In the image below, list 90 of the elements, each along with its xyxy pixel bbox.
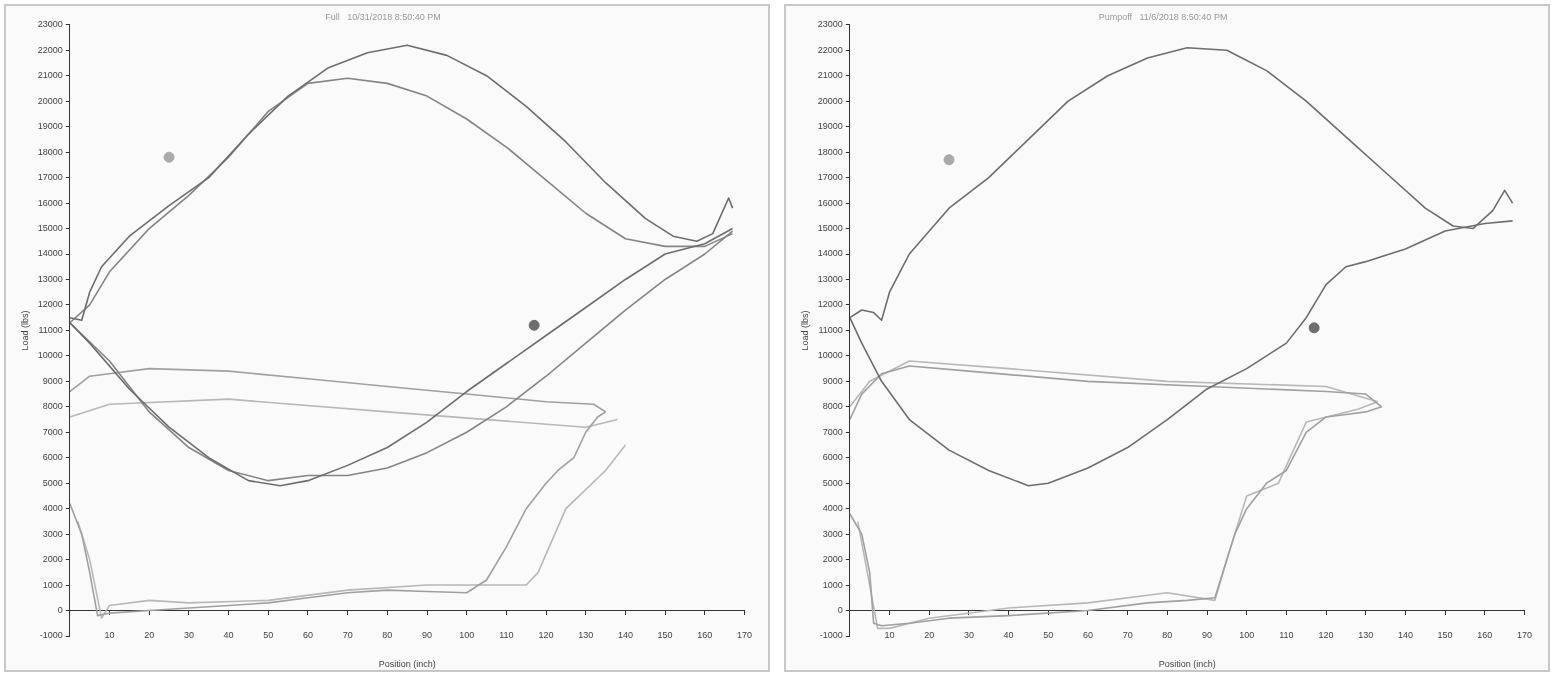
x-tick-label: 30 [963,630,974,641]
x-tick-label: 40 [1003,630,1014,641]
y-tick-label: 17000 [37,172,63,183]
x-tick-label: 160 [1477,630,1493,641]
y-tick-label: 9000 [822,375,843,386]
x-tick-label: 100 [459,630,475,641]
y-tick-label: 0 [837,605,843,616]
y-tick-label: 21000 [37,70,63,81]
chart-title: Full 10/31/2018 8:50:40 PM [325,11,441,22]
y-tick-label: 13000 [817,273,843,284]
x-tick-label: 170 [1516,630,1533,641]
y-tick-label: 19000 [37,121,63,132]
y-tick-label: 11000 [38,324,63,335]
x-tick-label: 70 [342,630,353,641]
y-tick-label: 10000 [817,350,843,361]
x-tick-label: 50 [263,630,274,641]
y-tick-label: 12000 [817,299,843,310]
y-tick-label: 13000 [37,273,63,284]
x-tick-label: 70 [1122,630,1133,641]
y-tick-label: 22000 [37,44,63,55]
chart-title: Pumpoff 11/6/2018 8:50:40 PM [1098,11,1228,22]
y-tick-label: 2000 [42,554,63,565]
y-tick-label: 17000 [817,172,843,183]
x-tick-label: 120 [538,630,554,641]
y-tick-label: 3000 [822,528,843,539]
x-tick-label: 160 [697,630,713,641]
x-tick-label: 140 [1397,630,1413,641]
y-tick-label: 5000 [822,477,843,488]
y-tick-label: 23000 [817,19,843,30]
y-tick-label: 1000 [822,579,843,590]
x-tick-label: 80 [1162,630,1173,641]
y-tick-label: 7000 [42,426,63,437]
y-tick-label: 16000 [817,197,843,208]
y-tick-label: 2000 [822,554,843,565]
y-tick-label: 20000 [817,95,843,106]
y-tick-label: 10000 [37,350,63,361]
x-tick-label: 10 [884,630,895,641]
y-tick-label: 6000 [42,452,63,463]
y-tick-label: -1000 [819,630,843,641]
y-tick-label: 4000 [42,503,63,514]
y-tick-label: 4000 [822,503,843,514]
x-tick-label: 120 [1318,630,1334,641]
y-tick-label: -1000 [39,630,63,641]
y-tick-label: 19000 [817,121,843,132]
x-tick-label: 110 [1279,630,1294,641]
y-tick-label: 12000 [37,299,63,310]
x-tick-label: 60 [302,630,313,641]
y-tick-label: 1000 [42,579,63,590]
y-tick-label: 20000 [37,95,63,106]
x-tick-label: 130 [578,630,594,641]
x-axis-title: Position (inch) [1158,659,1216,670]
x-tick-label: 60 [1082,630,1093,641]
x-tick-label: 30 [183,630,194,641]
y-tick-label: 6000 [822,452,843,463]
y-tick-label: 5000 [42,477,63,488]
y-axis-title: Load (lbs) [799,310,810,351]
x-tick-label: 20 [144,630,155,641]
y-tick-label: 14000 [37,248,63,259]
y-axis-title: Load (lbs) [19,310,30,351]
y-tick-label: 14000 [817,248,843,259]
y-tick-label: 0 [57,605,63,616]
y-tick-label: 7000 [822,426,843,437]
y-tick-label: 8000 [42,401,63,412]
y-tick-label: 23000 [37,19,63,30]
x-tick-label: 170 [736,630,753,641]
y-tick-label: 18000 [37,146,63,157]
x-axis-title: Position (inch) [378,659,436,670]
x-tick-label: 140 [617,630,633,641]
y-tick-label: 16000 [37,197,63,208]
x-tick-label: 90 [421,630,433,641]
y-tick-label: 18000 [817,146,843,157]
y-tick-label: 3000 [42,528,63,539]
x-tick-label: 100 [1239,630,1255,641]
x-tick-label: 90 [1201,630,1213,641]
x-tick-label: 150 [657,630,673,641]
x-tick-label: 80 [382,630,393,641]
y-tick-label: 8000 [822,401,843,412]
x-tick-label: 110 [499,630,514,641]
y-tick-label: 15000 [37,223,63,234]
x-tick-label: 20 [924,630,935,641]
x-tick-label: 150 [1437,630,1453,641]
y-tick-label: 11000 [818,324,843,335]
y-tick-label: 22000 [817,44,843,55]
x-tick-label: 10 [104,630,115,641]
x-tick-label: 40 [223,630,234,641]
y-tick-label: 9000 [42,375,63,386]
x-tick-label: 50 [1043,630,1054,641]
y-tick-label: 21000 [817,70,843,81]
y-tick-label: 15000 [817,223,843,234]
x-tick-label: 130 [1358,630,1374,641]
